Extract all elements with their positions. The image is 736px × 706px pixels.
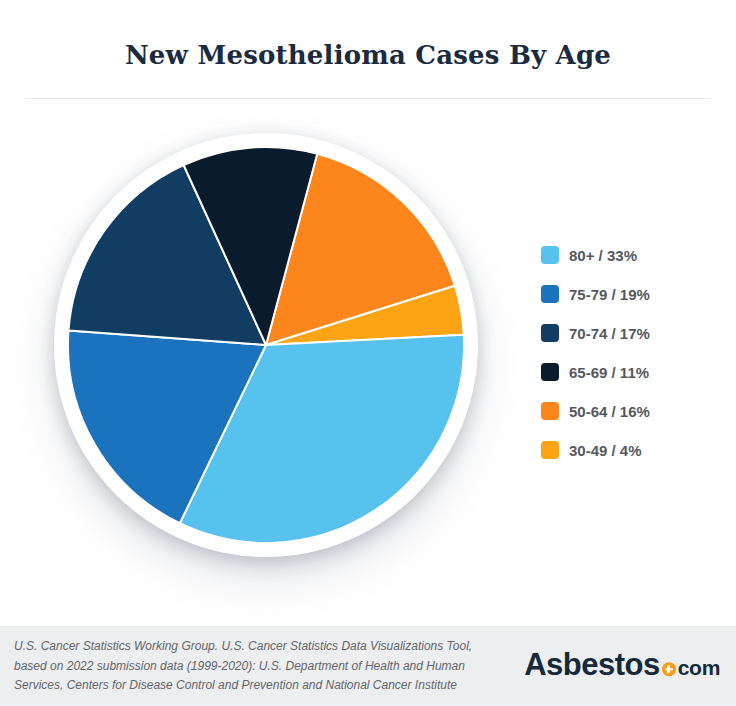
legend-swatch-icon [541,363,559,381]
logo-text-main: Asbestos [524,647,660,683]
pie-legend: 80+ / 33% 75-79 / 19% 70-74 / 17% 65-69 / 1… [541,246,650,480]
legend-label: 75-79 / 19% [569,286,650,303]
source-citation-line: based on 2022 submission data (1999-2020… [14,657,472,677]
legend-swatch-icon [541,324,559,342]
page-root: New Mesothelioma Cases By Age 80+ / 33% 7… [0,0,736,706]
legend-label: 80+ / 33% [569,247,637,264]
footer: U.S. Cancer Statistics Working Group. U.… [0,626,736,706]
legend-item-65-69[interactable]: 65-69 / 11% [541,363,650,381]
legend-swatch-icon [541,246,559,264]
logo-text-suffix: com [678,656,720,680]
source-citation-line: U.S. Cancer Statistics Working Group. U.… [14,637,472,657]
pie-plate [54,133,478,557]
source-citation-line: Services, Centers for Disease Control an… [14,676,472,696]
legend-label: 65-69 / 11% [569,364,649,381]
legend-label: 30-49 / 4% [569,442,642,459]
legend-item-50-64[interactable]: 50-64 / 16% [541,402,650,420]
pie-chart [54,133,478,557]
asbestos-com-logo[interactable]: Asbestos com [524,647,720,683]
plus-badge-icon [662,662,676,676]
legend-swatch-icon [541,441,559,459]
legend-item-70-74[interactable]: 70-74 / 17% [541,324,650,342]
legend-item-30-49[interactable]: 30-49 / 4% [541,441,650,459]
legend-item-80+[interactable]: 80+ / 33% [541,246,650,264]
legend-item-75-79[interactable]: 75-79 / 19% [541,285,650,303]
title-divider [26,98,710,99]
source-citation: U.S. Cancer Statistics Working Group. U.… [14,637,472,696]
legend-swatch-icon [541,402,559,420]
legend-swatch-icon [541,285,559,303]
chart-title: New Mesothelioma Cases By Age [0,40,736,70]
legend-label: 50-64 / 16% [569,403,650,420]
legend-label: 70-74 / 17% [569,325,650,342]
